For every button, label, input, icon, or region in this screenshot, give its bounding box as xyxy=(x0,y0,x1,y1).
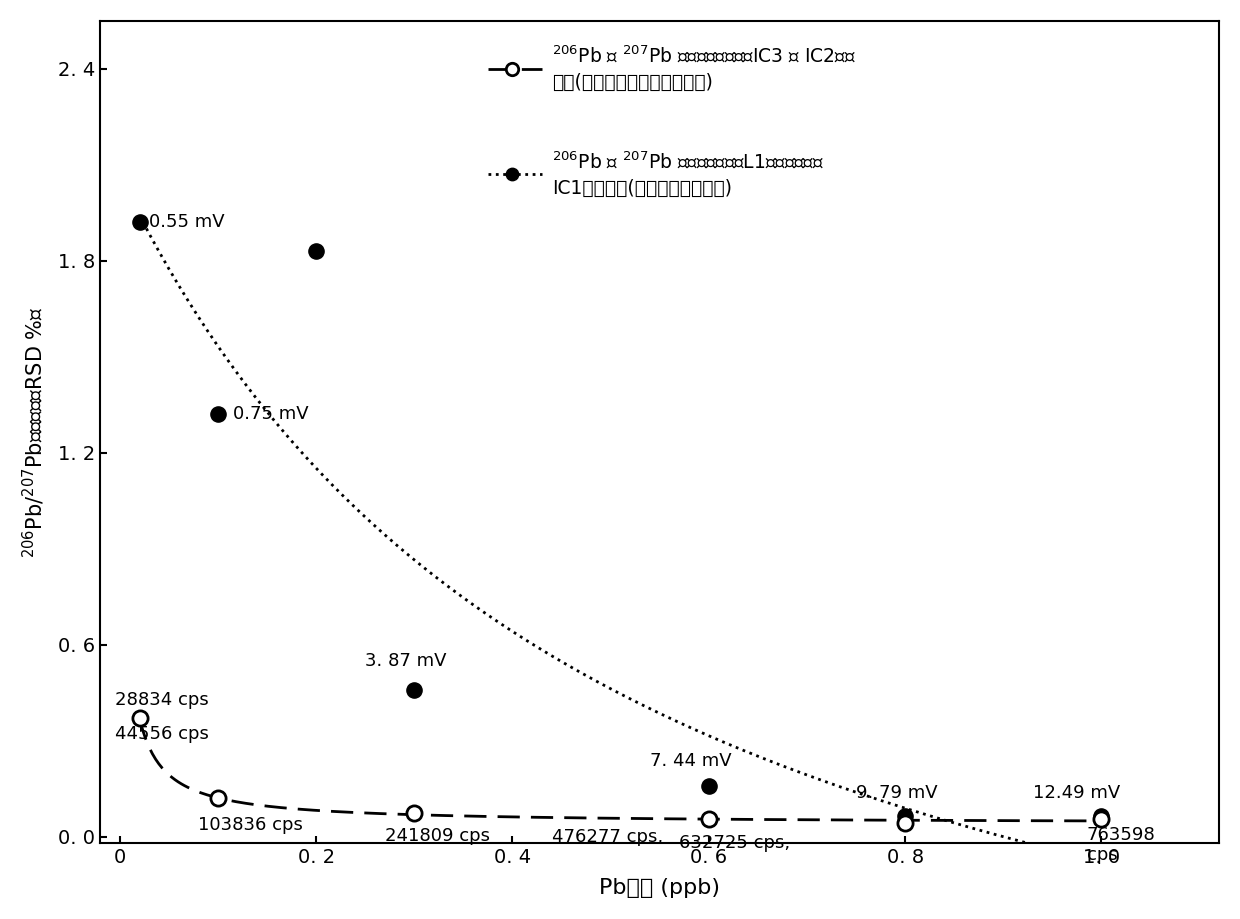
Text: $^{206}$Pb 和 $^{207}$Pb 分别用离子计数器IC3 和 IC2同时
测量(简称离子计数器接收模式): $^{206}$Pb 和 $^{207}$Pb 分别用离子计数器IC3 和 IC… xyxy=(552,46,856,92)
X-axis label: Pb浓度 (ppb): Pb浓度 (ppb) xyxy=(599,879,720,898)
Text: 7. 44 mV: 7. 44 mV xyxy=(650,752,732,769)
Point xyxy=(404,682,424,697)
Point xyxy=(404,805,424,820)
Text: 28834 cps: 28834 cps xyxy=(115,691,208,709)
Point xyxy=(208,791,228,806)
Y-axis label: $^{206}$Pb/$^{207}$Pb测量精度（RSD %）: $^{206}$Pb/$^{207}$Pb测量精度（RSD %） xyxy=(21,306,47,558)
Point xyxy=(502,62,522,76)
Point xyxy=(895,816,915,831)
Point xyxy=(130,215,150,230)
Point xyxy=(1091,811,1111,826)
Text: 103836 cps: 103836 cps xyxy=(198,816,304,834)
Point xyxy=(208,407,228,422)
Point xyxy=(895,809,915,823)
Text: 476277 cps,: 476277 cps, xyxy=(552,828,663,845)
Text: 3. 87 mV: 3. 87 mV xyxy=(366,652,446,670)
Point xyxy=(699,778,719,793)
Text: 241809 cps: 241809 cps xyxy=(384,827,490,845)
Point xyxy=(502,167,522,182)
Text: 9. 79 mV: 9. 79 mV xyxy=(856,784,937,801)
Point xyxy=(699,811,719,826)
Point xyxy=(1091,809,1111,823)
Text: 632725 cps,: 632725 cps, xyxy=(680,834,790,852)
Text: $^{206}$Pb 和 $^{207}$Pb 分别用法拉第杯L1和离子计数器
IC1同时测量(简称混合接收模式): $^{206}$Pb 和 $^{207}$Pb 分别用法拉第杯L1和离子计数器 … xyxy=(552,152,823,198)
Point xyxy=(130,711,150,726)
Text: 0.55 mV: 0.55 mV xyxy=(149,213,224,232)
Text: 0.75 mV: 0.75 mV xyxy=(233,405,309,424)
Text: 12.49 mV: 12.49 mV xyxy=(1033,784,1120,801)
Text: 763598
cps: 763598 cps xyxy=(1086,825,1156,865)
Text: 44556 cps: 44556 cps xyxy=(115,725,208,743)
Point xyxy=(306,244,326,258)
